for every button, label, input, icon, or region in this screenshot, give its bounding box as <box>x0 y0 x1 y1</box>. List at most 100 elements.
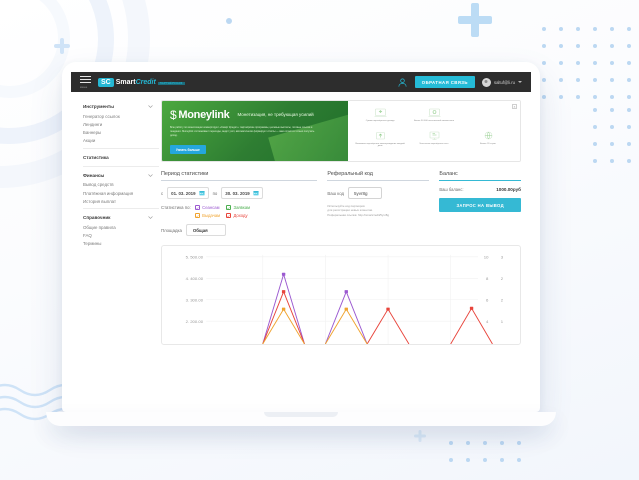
sidebar-group-finance-title: Финансы <box>83 172 105 178</box>
sidebar: Инструменты Генератор ссылок Лендинги Ба… <box>71 92 159 412</box>
sidebar-item-banners[interactable]: Баннеры <box>83 129 102 135</box>
checkbox-box <box>194 205 200 210</box>
checkbox-box <box>194 213 200 218</box>
moneylink-heading: $ Moneylink Монетизация, не требующая уси… <box>170 108 341 122</box>
chart-point[interactable] <box>281 272 286 276</box>
check-icon <box>227 206 230 209</box>
chart-point[interactable] <box>469 306 474 310</box>
sidebar-item-faq[interactable]: FAQ <box>83 233 92 239</box>
referral-note: Используйте код партнёров для регистраци… <box>327 204 429 217</box>
chart-ytick-right-outer: 8 <box>486 276 489 281</box>
date-to-input[interactable]: 30. 03. 2019 <box>221 187 263 199</box>
sidebar-item-payment-info[interactable]: Платёжная информация <box>83 190 134 196</box>
chart-ytick-right-inner: 2 <box>501 276 504 281</box>
sidebar-item-landings[interactable]: Лендинги <box>83 121 103 127</box>
menu-toggle-icon[interactable]: меню <box>80 75 91 89</box>
balance-panel-title: Баланс <box>439 171 521 181</box>
chevron-down-icon <box>148 174 153 177</box>
referral-code-row: Ваш код 5yvr8g <box>327 187 429 199</box>
sidebar-item-promos[interactable]: Акции <box>83 138 96 144</box>
sidebar-divider-3 <box>83 208 159 210</box>
checkbox-box <box>226 213 232 218</box>
upload-icon <box>375 132 385 140</box>
checkbox-income[interactable]: Доходу <box>226 213 250 218</box>
menu-toggle-label: меню <box>80 85 88 89</box>
balance-label: Ваш баланс: <box>439 187 464 192</box>
checkbox-sessions[interactable]: Сеансам <box>194 205 220 210</box>
sidebar-item-link-generator[interactable]: Генератор ссылок <box>83 113 120 119</box>
sidebar-group-finance-header[interactable]: Финансы <box>83 170 153 181</box>
chart-point[interactable] <box>281 290 286 294</box>
close-icon[interactable]: × <box>512 104 517 109</box>
chart-line-Сеансам <box>262 272 368 344</box>
app-body: Инструменты Генератор ссылок Лендинги Ба… <box>71 92 531 412</box>
main-content: $ Moneylink Монетизация, не требующая уси… <box>159 92 531 412</box>
chart-ytick-left: 3. 300.00 <box>186 297 204 302</box>
sidebar-group-statistics-header[interactable]: Статистика <box>83 152 153 163</box>
referral-code-input[interactable]: 5yvr8g <box>348 187 383 199</box>
withdraw-request-button[interactable]: ЗАПРОС НА ВЫВОД <box>439 198 521 212</box>
moneylink-cta-button[interactable]: Узнать больше <box>170 145 206 155</box>
laptop-base <box>46 412 556 426</box>
chart-axis-right-inner: 3 2 2 1 <box>501 255 504 324</box>
date-from-value: 01. 03. 2019 <box>171 190 196 196</box>
globe-icon <box>484 131 492 140</box>
sidebar-group-tools-title: Инструменты <box>83 104 115 109</box>
promo-info-cell <box>462 108 514 128</box>
checkbox-issuances[interactable]: Выдачам <box>194 213 221 218</box>
site-select[interactable]: Общая <box>185 224 226 236</box>
user-name: saltuf@li.ru <box>493 79 515 85</box>
period-panel: Период статистики с 01. 03. 2019 <box>161 171 318 236</box>
balance-value: 1000.00руб <box>496 187 521 192</box>
sidebar-item-withdraw[interactable]: Вывод средств <box>83 182 114 188</box>
sidebar-menu: Инструменты Генератор ссылок Лендинги Ба… <box>83 101 159 248</box>
moneylink-tagline: Монетизация, не требующая усилий <box>237 111 314 117</box>
user-menu[interactable]: saltuf@li.ru <box>481 77 522 87</box>
app-logo[interactable]: SC SmartCredit ПАРТНЁРСКАЯ <box>98 77 185 87</box>
check-icon <box>195 214 199 217</box>
sidebar-item-payout-history[interactable]: История выплат <box>83 198 117 204</box>
promo-info-cell: Возможно партнёрское вознаграждение кажд… <box>354 131 406 154</box>
sidebar-divider-2 <box>83 165 159 167</box>
chart-point[interactable] <box>386 307 390 311</box>
chart-ytick-right-inner: 2 <box>501 297 504 302</box>
chart-series-group <box>262 272 493 344</box>
moneylink-logo: $ Moneylink <box>170 108 230 122</box>
promo-info-text: Частотная партнёрская сеть <box>419 142 449 145</box>
checkbox-label: Выдачам <box>202 213 221 218</box>
promo-info-cell: Частотная партнёрская сеть <box>408 131 460 154</box>
sidebar-item-general-rules[interactable]: Общие правила <box>83 224 116 230</box>
referral-panel-title: Реферальный код <box>327 171 430 181</box>
user-support-icon[interactable] <box>397 77 408 88</box>
logo-subtitle: ПАРТНЁРСКАЯ <box>157 81 185 85</box>
chart-canvas[interactable]: 5. 500.00 4. 400.00 3. 300.00 2. 200.00 10 8… <box>162 251 520 344</box>
sidebar-item-terms[interactable]: Термины <box>83 241 102 247</box>
chart-gridlines <box>206 256 478 322</box>
feedback-button[interactable]: ОБРАТНАЯ СВЯЗЬ <box>414 76 475 88</box>
chevron-down-icon <box>518 81 522 83</box>
chart-axis-left: 5. 500.00 4. 400.00 3. 300.00 2. 200.00 <box>186 255 204 324</box>
decor-dot-grid-right <box>593 108 631 163</box>
promo-info-cell: Сумма партнёрского дохода <box>354 108 406 128</box>
statistics-filter-label: Статистика по: <box>161 205 191 210</box>
balance-row: Ваш баланс: 1000.00руб <box>439 187 521 192</box>
check-icon <box>195 206 199 209</box>
chart-line-Выдачам <box>262 308 368 344</box>
chart-point[interactable] <box>344 290 348 294</box>
sidebar-group-reference-header[interactable]: Справочник <box>83 212 153 223</box>
sidebar-group-tools-header[interactable]: Инструменты <box>83 101 153 112</box>
date-from-input[interactable]: 01. 03. 2019 <box>167 187 209 199</box>
calendar-icon <box>199 191 205 196</box>
chart-ytick-right-outer: 10 <box>484 255 489 260</box>
chart-point[interactable] <box>281 307 286 311</box>
site-select-row: Площадка Общая <box>161 224 317 236</box>
referral-note-line-1: Используйте код партнёров <box>327 204 365 208</box>
chart-ytick-left: 4. 400.00 <box>186 276 204 281</box>
chart-axis-right-outer: 10 8 6 4 <box>484 255 489 324</box>
filter-panels: Период статистики с 01. 03. 2019 <box>161 171 521 236</box>
chart-ytick-right-outer: 4 <box>486 319 489 324</box>
chart-point[interactable] <box>344 307 348 311</box>
chart-ytick-right-outer: 6 <box>486 297 489 302</box>
checkbox-applications[interactable]: Заявкам <box>226 205 250 210</box>
promo-banner-left: $ Moneylink Монетизация, не требующая уси… <box>162 101 349 161</box>
